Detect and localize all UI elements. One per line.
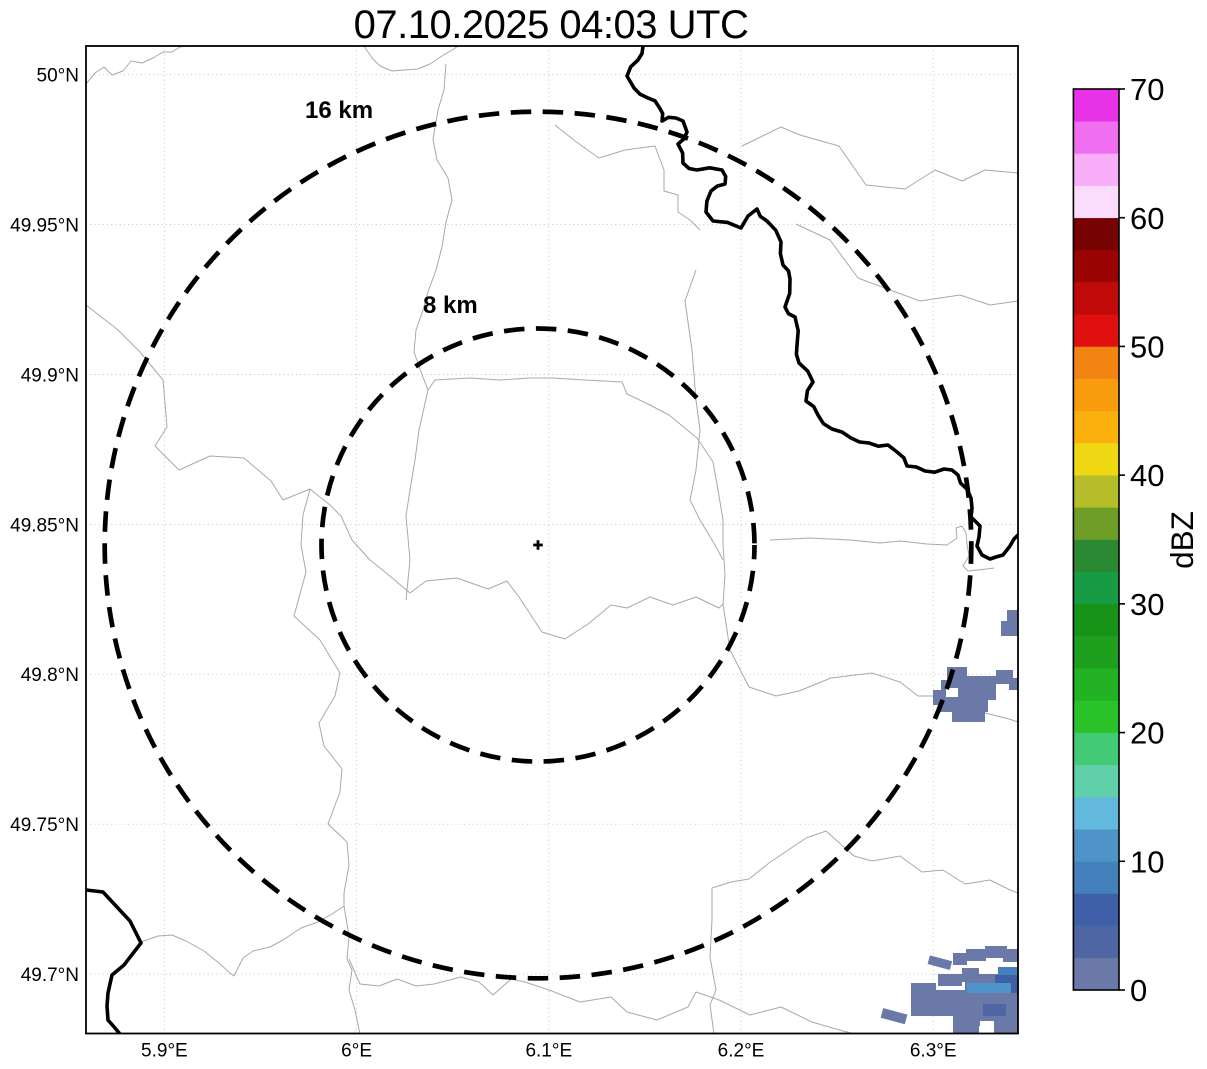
svg-text:60: 60 [1130, 201, 1164, 236]
svg-text:16 km: 16 km [305, 97, 373, 124]
svg-text:5.9°E: 5.9°E [141, 1041, 188, 1062]
svg-text:50°N: 50°N [37, 66, 79, 87]
svg-text:20: 20 [1130, 716, 1164, 751]
svg-text:40: 40 [1130, 458, 1164, 493]
svg-text:49.75°N: 49.75°N [10, 815, 79, 836]
svg-text:0: 0 [1130, 973, 1147, 1008]
svg-text:50: 50 [1130, 330, 1164, 365]
svg-text:49.95°N: 49.95°N [10, 216, 79, 237]
svg-text:49.8°N: 49.8°N [21, 665, 79, 686]
svg-text:6.2°E: 6.2°E [718, 1041, 765, 1062]
svg-text:8 km: 8 km [423, 292, 478, 319]
svg-text:6.1°E: 6.1°E [525, 1041, 572, 1062]
svg-text:49.7°N: 49.7°N [21, 965, 79, 986]
svg-text:49.85°N: 49.85°N [10, 515, 79, 536]
svg-text:07.10.2025 04:03 UTC: 07.10.2025 04:03 UTC [354, 3, 749, 47]
svg-text:6.3°E: 6.3°E [910, 1041, 957, 1062]
svg-text:30: 30 [1130, 587, 1164, 622]
svg-text:10: 10 [1130, 844, 1164, 879]
svg-text:dBZ: dBZ [1164, 511, 1200, 569]
svg-text:6°E: 6°E [341, 1041, 372, 1062]
svg-text:70: 70 [1130, 72, 1164, 107]
svg-text:49.9°N: 49.9°N [21, 365, 79, 386]
